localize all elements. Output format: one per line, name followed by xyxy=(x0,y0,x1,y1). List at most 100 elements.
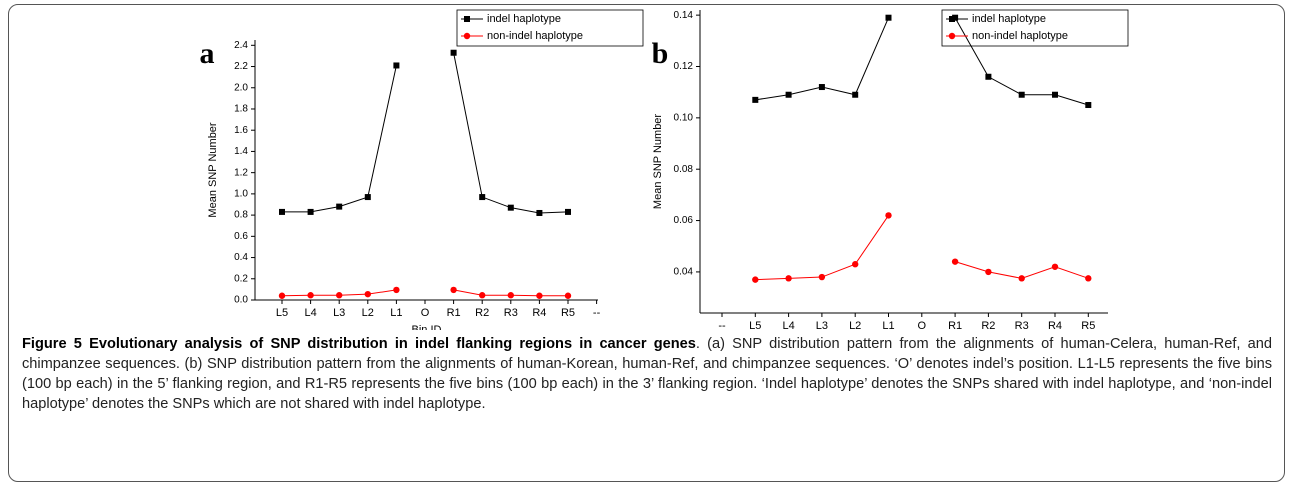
y-tick-label: 0.0 xyxy=(234,295,248,306)
x-tick-label: R5 xyxy=(561,307,575,319)
x-tick-label: L5 xyxy=(276,307,288,319)
data-point xyxy=(985,268,992,276)
x-tick-label: L1 xyxy=(390,307,402,319)
data-point xyxy=(364,290,371,298)
data-point xyxy=(336,292,343,299)
series-line xyxy=(282,52,569,214)
data-point xyxy=(393,286,400,294)
data-point xyxy=(1052,91,1058,98)
y-tick-label: 0.08 xyxy=(674,164,694,175)
x-tick-label: -- xyxy=(718,320,726,330)
data-point xyxy=(364,194,371,201)
legend-label: non-indel haplotype xyxy=(972,30,1068,42)
data-point xyxy=(479,194,486,201)
y-axis-label: Mean SNP Number xyxy=(207,122,219,218)
data-point xyxy=(852,261,859,268)
y-tick-label: 0.8 xyxy=(234,210,248,221)
x-tick-label: R3 xyxy=(1015,320,1029,330)
y-tick-label: 1.2 xyxy=(234,167,248,178)
x-tick-label: O xyxy=(421,307,430,319)
data-point xyxy=(536,209,543,216)
data-point xyxy=(393,62,400,69)
legend-marker xyxy=(948,32,956,40)
x-tick-label: L3 xyxy=(333,307,345,319)
x-tick-label: L1 xyxy=(882,320,894,330)
y-tick-label: 0.2 xyxy=(234,273,248,284)
legend-label: indel haplotype xyxy=(487,13,561,25)
y-tick-label: 2.0 xyxy=(234,82,248,93)
x-tick-label: L2 xyxy=(849,320,861,330)
data-point xyxy=(450,49,457,56)
y-tick-label: 0.04 xyxy=(674,267,694,278)
data-point xyxy=(952,14,959,21)
y-axis-label: Mean SNP Number xyxy=(652,114,664,210)
data-point xyxy=(564,292,572,299)
data-point xyxy=(985,73,992,80)
series-line xyxy=(281,289,568,297)
y-tick-label: 1.0 xyxy=(234,189,248,200)
y-tick-label: 0.06 xyxy=(674,215,694,226)
x-tick-label: R3 xyxy=(504,307,518,319)
x-tick-label: R2 xyxy=(475,307,489,319)
panel-label: a xyxy=(200,37,215,70)
legend-marker xyxy=(949,16,955,22)
data-point xyxy=(1018,91,1025,98)
y-tick-label: 1.8 xyxy=(234,104,248,115)
x-tick-label: R4 xyxy=(532,307,546,319)
figure-frame xyxy=(8,4,1285,482)
data-point xyxy=(785,275,792,282)
data-point xyxy=(818,84,825,91)
x-tick-label: O xyxy=(918,320,927,330)
y-tick-label: 2.4 xyxy=(234,40,248,51)
data-point xyxy=(752,96,759,103)
x-tick-label: R1 xyxy=(948,320,962,330)
data-point xyxy=(565,208,571,215)
data-point xyxy=(336,203,343,210)
data-point xyxy=(507,204,514,211)
x-tick-label: R2 xyxy=(981,320,995,330)
x-tick-label: L5 xyxy=(749,320,761,330)
caption: Figure 5 Evolutionary analysis of SNP di… xyxy=(22,334,1272,414)
y-tick-label: 0.10 xyxy=(674,112,694,123)
data-point xyxy=(479,292,486,299)
data-point xyxy=(507,292,514,299)
caption-text: . (a) SNP distribution pattern from the … xyxy=(22,336,1272,412)
data-point xyxy=(818,273,826,281)
legend-box xyxy=(941,9,1129,47)
caption-title: Figure 5 Evolutionary analysis of SNP di… xyxy=(22,336,696,352)
data-point xyxy=(307,208,314,215)
legend-label: non-indel haplotype xyxy=(487,30,583,42)
data-point xyxy=(885,212,892,219)
legend-box xyxy=(456,9,644,47)
series-line xyxy=(755,215,1089,281)
data-point xyxy=(785,91,792,98)
y-tick-label: 1.4 xyxy=(234,146,248,157)
data-point xyxy=(536,292,543,299)
x-tick-label: L4 xyxy=(782,320,794,330)
data-point xyxy=(307,292,314,299)
data-point xyxy=(1018,275,1025,282)
y-tick-label: 0.4 xyxy=(234,252,248,263)
y-tick-label: 2.2 xyxy=(234,61,248,72)
x-tick-label: L3 xyxy=(816,320,828,330)
y-tick-label: 1.6 xyxy=(234,125,248,136)
x-tick-label: L2 xyxy=(362,307,374,319)
data-point xyxy=(278,292,286,299)
charts: a 0.0 0.2 0.4 0.6 0.8 1.0 1.2 1.4 1.6 1.8 2.0 2.2 2.4… xyxy=(200,9,1129,330)
panel-label: b xyxy=(652,37,669,70)
x-tick-label: R1 xyxy=(447,307,461,319)
y-tick-label: 0.14 xyxy=(674,10,694,21)
x-axis-label: Bin ID xyxy=(412,324,442,330)
y-tick-label: 0.6 xyxy=(234,231,248,242)
x-tick-label: R5 xyxy=(1081,320,1095,330)
data-point xyxy=(1051,263,1059,270)
x-tick-label: L4 xyxy=(304,307,316,319)
legend-label: indel haplotype xyxy=(972,13,1046,25)
x-tick-label: -- xyxy=(593,307,601,319)
data-point xyxy=(752,276,759,283)
data-point xyxy=(279,208,285,215)
data-point xyxy=(450,286,457,294)
y-tick-label: 0.12 xyxy=(674,61,694,72)
data-point xyxy=(885,14,892,21)
legend-marker xyxy=(463,32,471,40)
